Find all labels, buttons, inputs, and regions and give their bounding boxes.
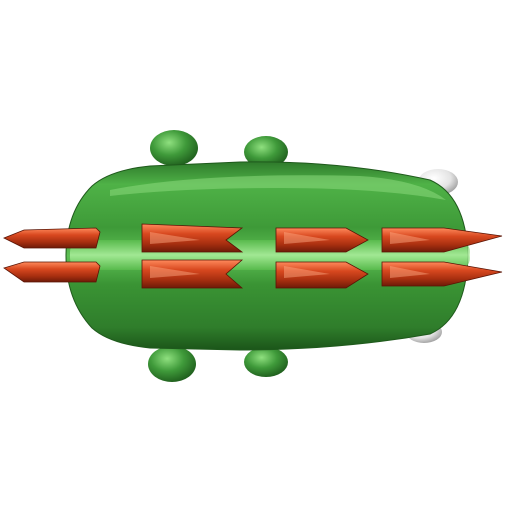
spike-bottom-1	[3, 261, 101, 283]
spikes-bottom-row	[3, 259, 503, 289]
body-highlight	[110, 175, 446, 200]
spike-bottom-4	[381, 261, 503, 287]
spike-top-3	[275, 227, 369, 253]
spike-top-1	[3, 227, 101, 249]
spike-top-2	[141, 223, 244, 253]
spike-top-4	[381, 227, 503, 253]
foot-top-left	[150, 130, 198, 166]
foot-bottom-right	[244, 347, 288, 377]
foot-top-right	[244, 136, 288, 168]
foot-bottom-left	[148, 346, 196, 382]
spike-facets	[150, 232, 430, 278]
feet	[148, 130, 288, 382]
spike-bottom-3	[275, 261, 369, 289]
spikes-top-row	[3, 223, 503, 253]
spike-bottom-2	[141, 259, 244, 289]
